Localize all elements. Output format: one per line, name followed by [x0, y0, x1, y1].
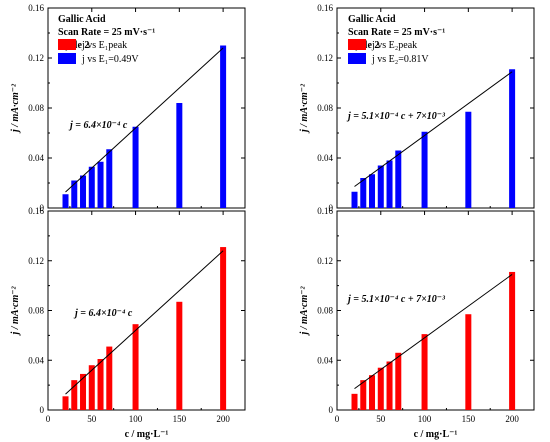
top-right-fit-line — [354, 71, 513, 187]
top-left-bar-50 — [88, 166, 95, 208]
bottom-left-x-tick-label: 50 — [87, 414, 97, 424]
bottom-right-y-tick-label: 0.04 — [317, 355, 333, 365]
top-left-y-axis-label: j / mA·cm⁻² — [10, 83, 21, 134]
top-left-fit-equation: j = 6.4×10⁻⁴ c — [68, 120, 128, 131]
top-left-bar-30 — [71, 180, 78, 208]
bottom-left-bar-150 — [176, 301, 183, 410]
bottom-left-bar-50 — [88, 365, 95, 410]
top-left-bar-20 — [62, 194, 69, 208]
bottom-left-x-tick-label: 0 — [46, 414, 51, 424]
top-left-plot-frame — [47, 7, 246, 209]
top-right-legend-swatch-1 — [348, 39, 366, 50]
bottom-left-y-axis-label: j / mA·cm⁻² — [10, 286, 21, 337]
bottom-right-bar-70 — [395, 352, 402, 410]
bottom-right-bar-100 — [421, 334, 428, 410]
bottom-left-bar-60 — [97, 359, 104, 410]
bottom-right-y-axis-label: j / mA·cm⁻² — [299, 286, 310, 337]
bottom-left-x-tick-label: 100 — [129, 414, 143, 424]
bottom-right-fit-equation: j = 5.1×10⁻⁴ c + 7×10⁻³ — [346, 294, 446, 305]
top-right-y-tick-label: 0.16 — [317, 3, 333, 13]
bottom-right-y-tick-label: 0 — [329, 405, 334, 415]
bottom-right-y-tick-label: 0.08 — [317, 306, 333, 316]
top-left-y-tick-label: 0.16 — [28, 3, 44, 13]
bottom-left-x-tick-label: 200 — [216, 414, 230, 424]
bottom-left-fit-equation: j = 6.4×10⁻⁴ c — [73, 308, 133, 319]
bottom-left-fit-line — [65, 250, 224, 395]
top-right-bar-70 — [395, 150, 402, 208]
bottom-right-x-tick-label: 100 — [418, 414, 432, 424]
top-left-y-tick-label: 0.12 — [28, 53, 44, 63]
top-left-bar-40 — [80, 175, 87, 208]
top-right-legend-label-2: j vs E₂=0.81V — [371, 54, 429, 65]
top-right-bar-100 — [421, 131, 428, 208]
bottom-right-bar-40 — [369, 375, 376, 410]
top-left-bar-60 — [97, 161, 104, 208]
bottom-right-bar-200 — [509, 271, 516, 410]
bottom-right-x-tick-label: 200 — [505, 414, 519, 424]
bottom-right-y-tick-label: 0.12 — [317, 256, 333, 266]
top-left-bar-70 — [106, 149, 113, 208]
bottom-right-bar-50 — [377, 367, 384, 410]
top-left-y-tick-label: 0.08 — [28, 103, 44, 113]
top-right-legend-swatch-2 — [348, 53, 366, 64]
bottom-right-x-tick-label: 150 — [462, 414, 476, 424]
bottom-right-bar-30 — [360, 380, 367, 410]
top-left-legend-swatch-2 — [58, 53, 76, 64]
bottom-right-bar-20 — [351, 393, 358, 410]
top-right-y-axis-label: j / mA·cm⁻² — [299, 83, 310, 134]
top-right-bar-40 — [369, 174, 376, 208]
bottom-left-bar-70 — [106, 346, 113, 410]
bottom-left-y-tick-label: 0.16 — [28, 206, 44, 216]
top-right-bar-50 — [377, 165, 384, 208]
bottom-left-bar-40 — [80, 373, 87, 410]
bottom-left-bar-100 — [132, 324, 139, 410]
top-right-fit-equation: j = 5.1×10⁻⁴ c + 7×10⁻³ — [346, 111, 446, 122]
top-left-title-line-2: Scan Rate = 25 mV·s⁻¹ — [58, 27, 155, 38]
bottom-left-bar-20 — [62, 396, 69, 410]
top-right-title-line-2: Scan Rate = 25 mV·s⁻¹ — [348, 27, 445, 38]
top-right-title-line-1: Gallic Acid — [348, 14, 396, 25]
top-right-bar-200 — [509, 69, 516, 208]
top-right-y-tick-label: 0.08 — [317, 103, 333, 113]
bottom-left-y-tick-label: 0.08 — [28, 306, 44, 316]
top-left-legend-label-1: j vs E₁peak — [81, 40, 127, 51]
top-left-legend-label-2: j vs E₁=0.49V — [81, 54, 139, 65]
top-right-y-tick-label: 0.12 — [317, 53, 333, 63]
bottom-right-x-axis-label: c / mg·L⁻¹ — [414, 429, 458, 440]
top-left-y-tick-label: 0 — [40, 203, 45, 213]
top-left-bar-100 — [132, 126, 139, 208]
bottom-left-x-axis-label: c / mg·L⁻¹ — [125, 429, 169, 440]
top-right-bar-30 — [360, 178, 367, 208]
bottom-left-y-tick-label: 0.04 — [28, 355, 44, 365]
top-left-y-tick-label: 0.04 — [28, 153, 44, 163]
top-left-bar-200 — [220, 45, 227, 208]
bottom-right-bar-60 — [386, 361, 393, 410]
bottom-left-y-tick-label: 0.12 — [28, 256, 44, 266]
top-left-title-line-1: Gallic Acid — [58, 14, 106, 25]
top-right-bar-150 — [465, 111, 472, 208]
top-right-y-tick-label: 0.04 — [317, 153, 333, 163]
top-right-y-tick-label: 0 — [329, 203, 334, 213]
bottom-left-bar-200 — [220, 247, 227, 410]
top-right-bar-60 — [386, 160, 393, 208]
bottom-right-x-tick-label: 50 — [376, 414, 386, 424]
top-left-fit-line — [65, 47, 224, 193]
bottom-right-x-tick-label: 0 — [335, 414, 340, 424]
bottom-right-y-tick-label: 0.16 — [317, 206, 333, 216]
bottom-right-bar-150 — [465, 314, 472, 410]
bottom-left-y-tick-label: 0 — [40, 405, 45, 415]
bottom-left-x-tick-label: 150 — [173, 414, 187, 424]
top-left-bar-150 — [176, 103, 183, 208]
bottom-left-bar-30 — [71, 380, 78, 410]
top-right-legend-label-1: j vs E₂peak — [371, 40, 417, 51]
top-right-bar-20 — [351, 191, 358, 208]
bottom-right-fit-line — [354, 274, 513, 390]
top-left-legend-swatch-1 — [58, 39, 76, 50]
